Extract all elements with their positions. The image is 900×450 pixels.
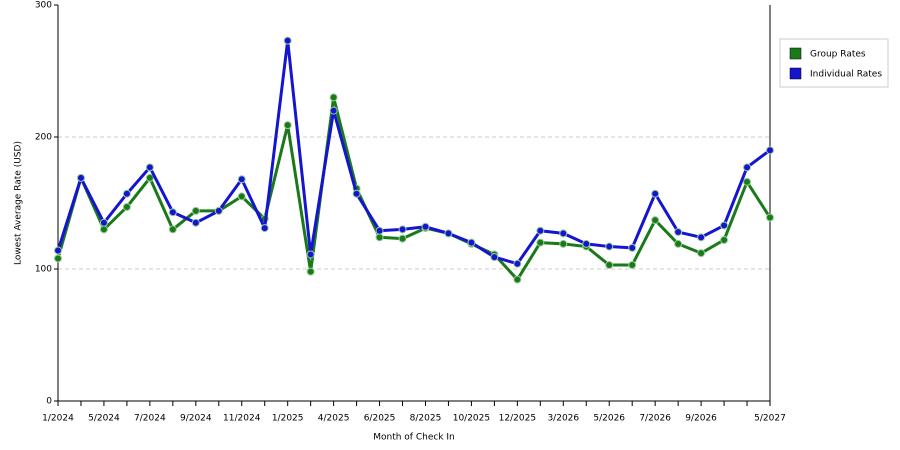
point (536, 238, 545, 247)
x-tick-label: 7/2024 (134, 414, 166, 424)
point (697, 233, 706, 242)
x-tick-label: 6/2025 (364, 414, 396, 424)
y-tick-label: 200 (35, 133, 52, 143)
y-tick-label: 100 (35, 265, 52, 275)
point (329, 106, 338, 115)
x-tick-label: 8/2025 (410, 414, 442, 424)
point (237, 175, 246, 184)
point (651, 216, 660, 225)
point (743, 163, 752, 172)
x-tick-label: 7/2026 (639, 414, 671, 424)
point (674, 228, 683, 237)
point (191, 218, 200, 227)
point (375, 226, 384, 235)
series-line (56, 95, 772, 282)
point (191, 206, 200, 215)
legend-label: Group Rates (810, 50, 866, 60)
point (605, 242, 614, 251)
x-tick-label: 9/2024 (180, 414, 212, 424)
x-tick-label: 5/2027 (754, 414, 786, 424)
point (720, 221, 729, 230)
x-tick-label: 1/2025 (272, 414, 304, 424)
series-line (56, 39, 771, 266)
point (352, 189, 361, 198)
point (559, 229, 568, 238)
point (168, 208, 177, 217)
point (99, 218, 108, 227)
point (651, 189, 660, 198)
point (283, 36, 292, 45)
y-axis-label: Lowest Average Rate (USD) (14, 141, 24, 265)
x-tick-label: 4/2025 (318, 414, 350, 424)
point (766, 213, 774, 222)
point (54, 246, 62, 255)
point (559, 239, 568, 248)
x-tick-label: 11/2024 (223, 414, 261, 424)
x-tick-label: 10/2025 (453, 414, 490, 424)
y-tick-label: 300 (35, 1, 52, 11)
x-tick-label: 9/2026 (685, 414, 717, 424)
point (490, 253, 499, 262)
point (54, 254, 62, 263)
legend-box (779, 38, 889, 88)
point (398, 234, 407, 243)
point (697, 249, 706, 258)
point (720, 235, 729, 244)
point (513, 275, 522, 284)
legend-swatch (789, 47, 802, 60)
point (99, 225, 108, 234)
x-tick-label: 3/2026 (547, 414, 579, 424)
point (674, 239, 683, 248)
point (122, 189, 131, 198)
point (76, 173, 85, 182)
point (145, 173, 154, 182)
x-tick-label: 1/2024 (42, 414, 74, 424)
point (283, 121, 292, 130)
point (628, 261, 637, 270)
point (237, 192, 246, 201)
y-tick-label: 0 (46, 397, 52, 407)
point (398, 225, 407, 234)
x-tick-label: 12/2025 (499, 414, 536, 424)
point (214, 206, 223, 215)
x-axis-label: Month of Check In (373, 433, 455, 443)
x-tick-label: 5/2024 (88, 414, 120, 424)
point (168, 225, 177, 234)
point (536, 226, 545, 235)
point (306, 267, 315, 276)
legend-label: Individual Rates (810, 70, 882, 80)
point (375, 233, 384, 242)
point (145, 163, 154, 172)
point (306, 250, 315, 259)
point (260, 224, 269, 233)
point (582, 239, 591, 248)
point (421, 222, 430, 231)
point (329, 93, 338, 102)
point (122, 202, 131, 211)
point (467, 238, 476, 247)
point (513, 259, 522, 268)
legend-swatch (789, 67, 802, 80)
point (605, 261, 614, 270)
x-tick-label: 5/2026 (593, 414, 625, 424)
point (743, 177, 752, 186)
point (444, 229, 453, 238)
point (766, 146, 774, 155)
point (628, 243, 637, 252)
